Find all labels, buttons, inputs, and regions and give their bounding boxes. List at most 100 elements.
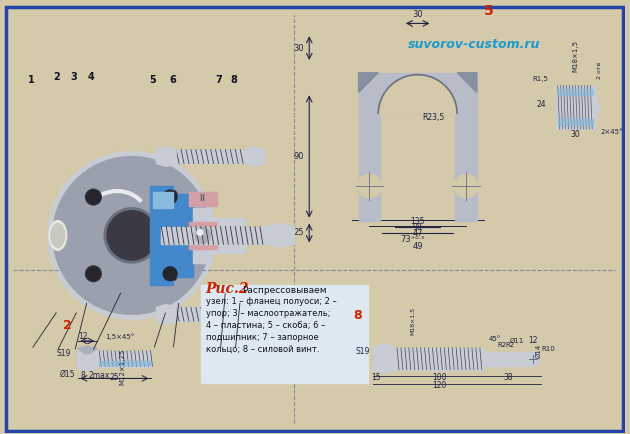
Bar xyxy=(556,85,595,129)
Bar xyxy=(161,227,265,244)
Text: suvorov-custom.ru: suvorov-custom.ru xyxy=(408,38,540,51)
Text: 30: 30 xyxy=(413,10,423,20)
Bar xyxy=(156,307,255,321)
Bar xyxy=(358,73,477,114)
Bar xyxy=(395,348,484,369)
Text: Ø15: Ø15 xyxy=(60,369,75,378)
Circle shape xyxy=(104,208,159,263)
Circle shape xyxy=(86,266,101,282)
Text: 73⁺⁰·⁵: 73⁺⁰·⁵ xyxy=(401,235,425,244)
Circle shape xyxy=(107,211,156,260)
Text: 8: 8 xyxy=(80,372,85,380)
Text: Ø11: Ø11 xyxy=(510,338,524,344)
Text: 90: 90 xyxy=(294,152,304,161)
Text: R2: R2 xyxy=(498,342,507,348)
Circle shape xyxy=(48,151,215,319)
Bar xyxy=(171,194,193,277)
Text: M18×1,5: M18×1,5 xyxy=(410,307,415,335)
Bar xyxy=(189,222,217,249)
Polygon shape xyxy=(245,304,265,324)
Text: 49: 49 xyxy=(413,242,423,251)
Text: 45°: 45° xyxy=(489,336,501,342)
Bar xyxy=(127,218,245,253)
Bar xyxy=(189,192,217,206)
Bar xyxy=(154,192,173,208)
Bar xyxy=(358,73,477,114)
Bar xyxy=(484,352,533,365)
Bar xyxy=(156,150,255,164)
Polygon shape xyxy=(77,346,97,354)
Bar xyxy=(193,208,210,263)
Text: 25: 25 xyxy=(109,373,119,382)
Text: 2×45°: 2×45° xyxy=(600,129,622,135)
Circle shape xyxy=(162,266,178,282)
Ellipse shape xyxy=(49,220,67,250)
Circle shape xyxy=(86,267,100,281)
Text: 2: 2 xyxy=(63,319,71,332)
Circle shape xyxy=(454,174,478,198)
Bar xyxy=(294,13,561,235)
Text: 25: 25 xyxy=(294,228,304,237)
Polygon shape xyxy=(77,346,97,372)
Text: 3: 3 xyxy=(71,72,77,82)
Bar xyxy=(455,92,477,220)
Circle shape xyxy=(195,227,210,243)
Bar xyxy=(97,351,151,367)
Text: R10: R10 xyxy=(541,346,554,352)
Text: 30: 30 xyxy=(294,43,304,53)
Text: 6: 6 xyxy=(169,75,176,85)
Text: 8: 8 xyxy=(353,309,362,322)
Bar xyxy=(97,351,151,367)
Text: подшипник; 7 – запорное: подшипник; 7 – запорное xyxy=(206,333,318,342)
Text: 47: 47 xyxy=(413,229,423,237)
Circle shape xyxy=(163,267,177,281)
Circle shape xyxy=(358,174,381,198)
Text: 7: 7 xyxy=(215,75,222,85)
Text: 135: 135 xyxy=(410,217,425,226)
Text: 4 – пластина; 5 – скоба; 6 –: 4 – пластина; 5 – скоба; 6 – xyxy=(206,321,325,330)
Text: 30: 30 xyxy=(571,130,580,139)
Text: Рис.2: Рис.2 xyxy=(206,282,249,296)
Bar xyxy=(358,92,381,220)
Text: M12×1,25: M12×1,25 xyxy=(119,349,125,385)
Bar xyxy=(127,218,245,253)
Text: 38: 38 xyxy=(503,373,513,382)
Bar xyxy=(171,194,193,277)
Polygon shape xyxy=(156,147,176,166)
Text: 12: 12 xyxy=(77,332,87,341)
Polygon shape xyxy=(358,73,378,92)
Polygon shape xyxy=(245,147,265,166)
Text: 5: 5 xyxy=(149,75,156,85)
Polygon shape xyxy=(374,344,395,373)
Bar xyxy=(201,285,369,383)
Text: S19: S19 xyxy=(57,349,71,358)
Bar xyxy=(558,119,593,125)
Circle shape xyxy=(86,189,101,205)
Text: M18×1,5: M18×1,5 xyxy=(573,40,578,72)
Text: R1,5: R1,5 xyxy=(532,76,548,82)
Bar xyxy=(556,85,595,129)
Bar xyxy=(99,361,149,365)
Bar xyxy=(558,89,593,95)
Text: кольцо; 8 – силовой винт.: кольцо; 8 – силовой винт. xyxy=(206,345,319,354)
Text: 15: 15 xyxy=(372,373,381,382)
Bar xyxy=(395,348,484,369)
Bar xyxy=(189,192,217,206)
Text: 98: 98 xyxy=(413,223,423,232)
Text: Распрессовываем: Распрессовываем xyxy=(242,286,327,295)
Polygon shape xyxy=(156,304,176,324)
Bar xyxy=(156,307,255,321)
Bar xyxy=(161,227,265,244)
Polygon shape xyxy=(265,224,294,247)
Bar xyxy=(484,352,533,365)
Text: 120: 120 xyxy=(432,381,447,390)
Text: 4: 4 xyxy=(88,72,94,82)
Polygon shape xyxy=(457,73,477,92)
Circle shape xyxy=(162,189,178,205)
Bar xyxy=(455,92,477,220)
Circle shape xyxy=(163,190,177,204)
Text: 100: 100 xyxy=(432,373,447,382)
Text: II: II xyxy=(200,194,206,204)
Bar xyxy=(149,186,173,285)
Text: 5: 5 xyxy=(484,3,493,17)
